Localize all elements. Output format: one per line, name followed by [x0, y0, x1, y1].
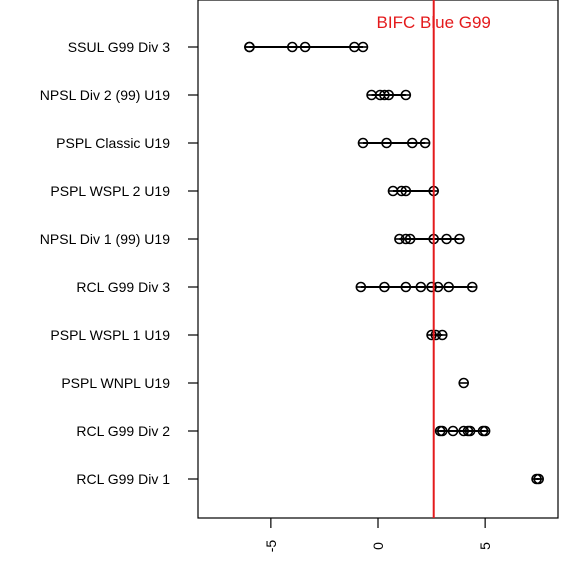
y-tick-label: PSPL WSPL 1 U19	[50, 327, 170, 343]
y-tick-label: NPSL Div 2 (99) U19	[40, 87, 170, 103]
data-row	[244, 41, 369, 53]
y-tick-label: SSUL G99 Div 3	[68, 39, 170, 55]
reference-label: BIFC Blue G99	[377, 13, 491, 32]
y-tick-label: PSPL WSPL 2 U19	[50, 183, 170, 199]
data-row	[366, 89, 412, 101]
data-rows	[244, 41, 545, 485]
data-row	[426, 329, 448, 341]
y-axis: SSUL G99 Div 3 NPSL Div 2 (99) U19 PSPL Cl…	[40, 39, 198, 487]
y-tick-label: RCL G99 Div 1	[76, 471, 170, 487]
x-tick-label: 5	[477, 542, 493, 550]
plot-frame	[197, 0, 559, 519]
y-tick-label: NPSL Div 1 (99) U19	[40, 231, 170, 247]
x-axis: -5 0 5	[263, 518, 493, 552]
data-row	[357, 137, 431, 149]
data-row	[531, 473, 545, 485]
y-tick-label: RCL G99 Div 2	[76, 423, 170, 439]
x-tick-label: 0	[370, 542, 386, 550]
data-row	[458, 377, 470, 389]
reference-layer: BIFC Blue G99	[377, 0, 491, 518]
y-tick-label: RCL G99 Div 3	[76, 279, 170, 295]
x-tick-label: -5	[263, 540, 279, 553]
data-row	[434, 425, 491, 437]
data-row	[394, 233, 465, 245]
y-tick-label: PSPL WNPL U19	[61, 375, 170, 391]
data-row	[355, 281, 478, 293]
y-tick-label: PSPL Classic U19	[56, 135, 170, 151]
data-row	[387, 185, 440, 197]
